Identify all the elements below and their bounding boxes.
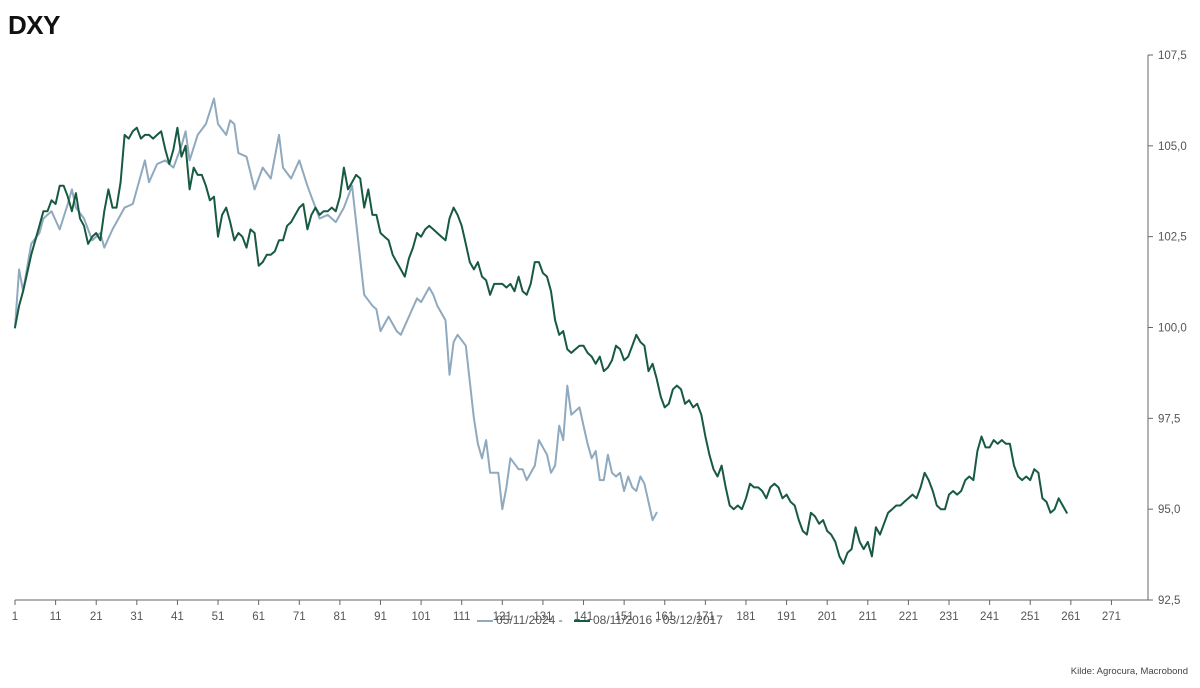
x-tick-label: 251 — [1021, 611, 1040, 623]
x-tick-label: 11 — [50, 611, 62, 623]
y-tick-label: 105,0 — [1158, 141, 1187, 153]
x-tick-label: 131 — [533, 611, 552, 623]
x-tick-label: 31 — [130, 611, 143, 623]
x-tick-label: 161 — [655, 611, 674, 623]
series-line-1 — [14, 126, 1068, 565]
y-tick-label: 97,5 — [1158, 413, 1180, 425]
legend-entry-2024[interactable]: 05/11/2024 - — [477, 613, 563, 627]
y-tick-label: 100,0 — [1158, 323, 1187, 335]
x-tick-label: 51 — [212, 611, 225, 623]
x-tick-label: 271 — [1102, 611, 1121, 623]
legend-swatch-2024 — [477, 619, 494, 622]
legend-label-2016: 08/11/2016 - 03/12/2017 — [592, 612, 723, 627]
x-tick-label: 181 — [736, 611, 755, 623]
x-tick-label: 81 — [333, 611, 346, 623]
chart-title: DXY — [8, 10, 60, 40]
x-tick-label: 61 — [252, 611, 265, 623]
y-tick-label: 102,5 — [1158, 232, 1187, 244]
x-tick-label: 21 — [90, 611, 103, 623]
x-tick-label: 101 — [411, 611, 430, 623]
y-tick-label: 92,5 — [1158, 595, 1180, 607]
legend: 05/11/2024 - 08/11/2016 - 03/12/2017 — [0, 612, 1200, 627]
x-tick-label: 41 — [171, 611, 184, 623]
legend-entry-2016[interactable]: 08/11/2016 - 03/12/2017 — [573, 612, 723, 627]
y-tick-label: 107,5 — [1158, 50, 1187, 62]
source-note: Kilde: Agrocura, Macrobond — [1070, 666, 1188, 677]
x-tick-label: 211 — [859, 611, 877, 623]
x-tick-label: 1 — [12, 611, 18, 623]
x-tick-label: 191 — [777, 611, 796, 623]
x-tick-label: 261 — [1061, 611, 1080, 623]
x-tick-label: 71 — [293, 611, 306, 623]
legend-label-2024: 05/11/2024 - — [496, 612, 563, 627]
x-tick-label: 241 — [980, 611, 999, 623]
x-tick-label: 91 — [374, 611, 387, 623]
legend-swatch-2016 — [573, 619, 590, 622]
x-tick-label: 221 — [899, 611, 918, 623]
x-tick-label: 201 — [818, 611, 837, 623]
series-line-0 — [14, 97, 658, 522]
series-layer — [14, 97, 1068, 565]
x-tick-label: 111 — [453, 611, 470, 623]
x-tick-label: 231 — [939, 611, 958, 623]
axes: 1 11 21 31 41 51 61 71 81 91 101 111 121 131 141 151 161… — [12, 50, 1187, 623]
x-tick-label: 121 — [493, 611, 512, 623]
x-tick-label: 171 — [696, 611, 715, 623]
y-tick-label: 95,0 — [1158, 504, 1180, 516]
x-tick-label: 151 — [615, 611, 634, 623]
